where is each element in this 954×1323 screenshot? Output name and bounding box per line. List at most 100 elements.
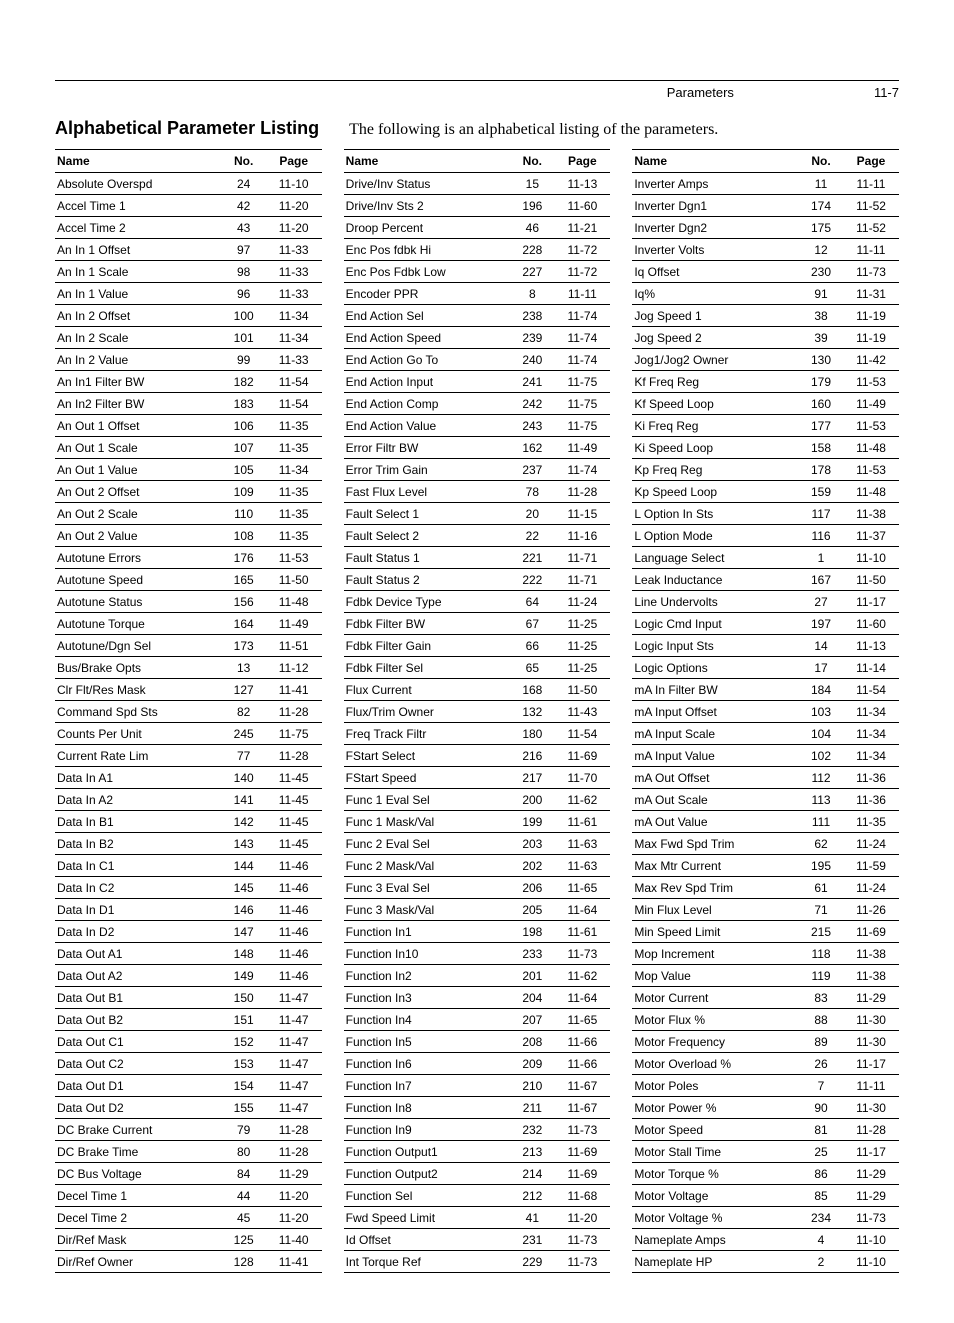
table-row: An Out 2 Value 108 11-35 <box>55 525 322 547</box>
table-row: Kp Speed Loop 159 11-48 <box>632 481 899 503</box>
param-name: Function Sel <box>344 1185 511 1207</box>
param-name: Max Fwd Spd Trim <box>632 833 799 855</box>
table-row: Function In3 204 11-64 <box>344 987 611 1009</box>
param-page: 11-13 <box>843 635 899 657</box>
param-no: 158 <box>799 437 843 459</box>
param-name: Inverter Dgn2 <box>632 217 799 239</box>
param-page: 11-34 <box>266 459 322 481</box>
param-no: 183 <box>222 393 266 415</box>
param-name: Nameplate HP <box>632 1251 799 1273</box>
param-no: 27 <box>799 591 843 613</box>
param-no: 205 <box>510 899 554 921</box>
param-name: Current Rate Lim <box>55 745 222 767</box>
param-name: Ki Freq Reg <box>632 415 799 437</box>
param-no: 215 <box>799 921 843 943</box>
param-page: 11-49 <box>843 393 899 415</box>
table-row: Max Fwd Spd Trim 62 11-24 <box>632 833 899 855</box>
param-name: An Out 2 Scale <box>55 503 222 525</box>
param-no: 201 <box>510 965 554 987</box>
param-no: 44 <box>222 1185 266 1207</box>
param-name: Motor Stall Time <box>632 1141 799 1163</box>
table-row: Error Trim Gain 237 11-74 <box>344 459 611 481</box>
table-row: Data In B1 142 11-45 <box>55 811 322 833</box>
param-page: 11-46 <box>266 855 322 877</box>
param-name: Mop Increment <box>632 943 799 965</box>
param-page: 11-34 <box>266 305 322 327</box>
param-name: Data Out A2 <box>55 965 222 987</box>
table-row: Fdbk Filter BW 67 11-25 <box>344 613 611 635</box>
table-row: Data Out C2 153 11-47 <box>55 1053 322 1075</box>
param-name: Function Output2 <box>344 1163 511 1185</box>
param-no: 98 <box>222 261 266 283</box>
table-row: FStart Speed 217 11-70 <box>344 767 611 789</box>
param-page: 11-15 <box>554 503 610 525</box>
param-no: 203 <box>510 833 554 855</box>
param-page: 11-53 <box>843 459 899 481</box>
param-name: Counts Per Unit <box>55 723 222 745</box>
table-row: Data Out D1 154 11-47 <box>55 1075 322 1097</box>
param-no: 195 <box>799 855 843 877</box>
table-row: Mop Increment 118 11-38 <box>632 943 899 965</box>
param-name: Data In D1 <box>55 899 222 921</box>
param-no: 13 <box>222 657 266 679</box>
param-no: 89 <box>799 1031 843 1053</box>
table-row: Logic Cmd Input 197 11-60 <box>632 613 899 635</box>
param-name: FStart Speed <box>344 767 511 789</box>
param-name: End Action Go To <box>344 349 511 371</box>
param-name: Absolute Overspd <box>55 173 222 195</box>
param-page: 11-47 <box>266 1075 322 1097</box>
param-no: 25 <box>799 1141 843 1163</box>
param-name: Fault Select 2 <box>344 525 511 547</box>
param-no: 111 <box>799 811 843 833</box>
param-page: 11-62 <box>554 965 610 987</box>
param-no: 212 <box>510 1185 554 1207</box>
param-page: 11-54 <box>554 723 610 745</box>
param-page: 11-37 <box>843 525 899 547</box>
param-no: 105 <box>222 459 266 481</box>
table-row: End Action Sel 238 11-74 <box>344 305 611 327</box>
param-no: 145 <box>222 877 266 899</box>
param-name: Fdbk Device Type <box>344 591 511 613</box>
table-row: Dir/Ref Owner 128 11-41 <box>55 1251 322 1273</box>
param-no: 112 <box>799 767 843 789</box>
param-no: 127 <box>222 679 266 701</box>
table-row: Kf Speed Loop 160 11-49 <box>632 393 899 415</box>
param-no: 227 <box>510 261 554 283</box>
param-no: 228 <box>510 239 554 261</box>
table-row: Motor Torque % 86 11-29 <box>632 1163 899 1185</box>
table-row: Function In7 210 11-67 <box>344 1075 611 1097</box>
param-no: 159 <box>799 481 843 503</box>
param-no: 91 <box>799 283 843 305</box>
param-page: 11-28 <box>266 1119 322 1141</box>
table-row: An In 2 Value 99 11-33 <box>55 349 322 371</box>
param-no: 15 <box>510 173 554 195</box>
param-no: 71 <box>799 899 843 921</box>
table-row: DC Brake Current 79 11-28 <box>55 1119 322 1141</box>
table-row: Function In4 207 11-65 <box>344 1009 611 1031</box>
table-row: Fault Select 1 20 11-15 <box>344 503 611 525</box>
param-page: 11-73 <box>554 943 610 965</box>
param-name: Freq Track Filtr <box>344 723 511 745</box>
table-row: Max Rev Spd Trim 61 11-24 <box>632 877 899 899</box>
param-page: 11-11 <box>554 283 610 305</box>
table-row: Function In9 232 11-73 <box>344 1119 611 1141</box>
table-row: Enc Pos Fdbk Low 227 11-72 <box>344 261 611 283</box>
param-page: 11-43 <box>554 701 610 723</box>
param-page: 11-46 <box>266 899 322 921</box>
table-row: Func 1 Mask/Val 199 11-61 <box>344 811 611 833</box>
param-page: 11-47 <box>266 1097 322 1119</box>
param-no: 146 <box>222 899 266 921</box>
table-row: Data Out C1 152 11-47 <box>55 1031 322 1053</box>
table-row: Line Undervolts 27 11-17 <box>632 591 899 613</box>
param-name: mA Out Scale <box>632 789 799 811</box>
param-name: Kf Freq Reg <box>632 371 799 393</box>
param-no: 229 <box>510 1251 554 1273</box>
table-row: End Action Speed 239 11-74 <box>344 327 611 349</box>
param-no: 2 <box>799 1251 843 1273</box>
param-no: 88 <box>799 1009 843 1031</box>
param-page: 11-69 <box>554 745 610 767</box>
param-no: 142 <box>222 811 266 833</box>
param-no: 148 <box>222 943 266 965</box>
param-no: 198 <box>510 921 554 943</box>
param-page: 11-30 <box>843 1097 899 1119</box>
